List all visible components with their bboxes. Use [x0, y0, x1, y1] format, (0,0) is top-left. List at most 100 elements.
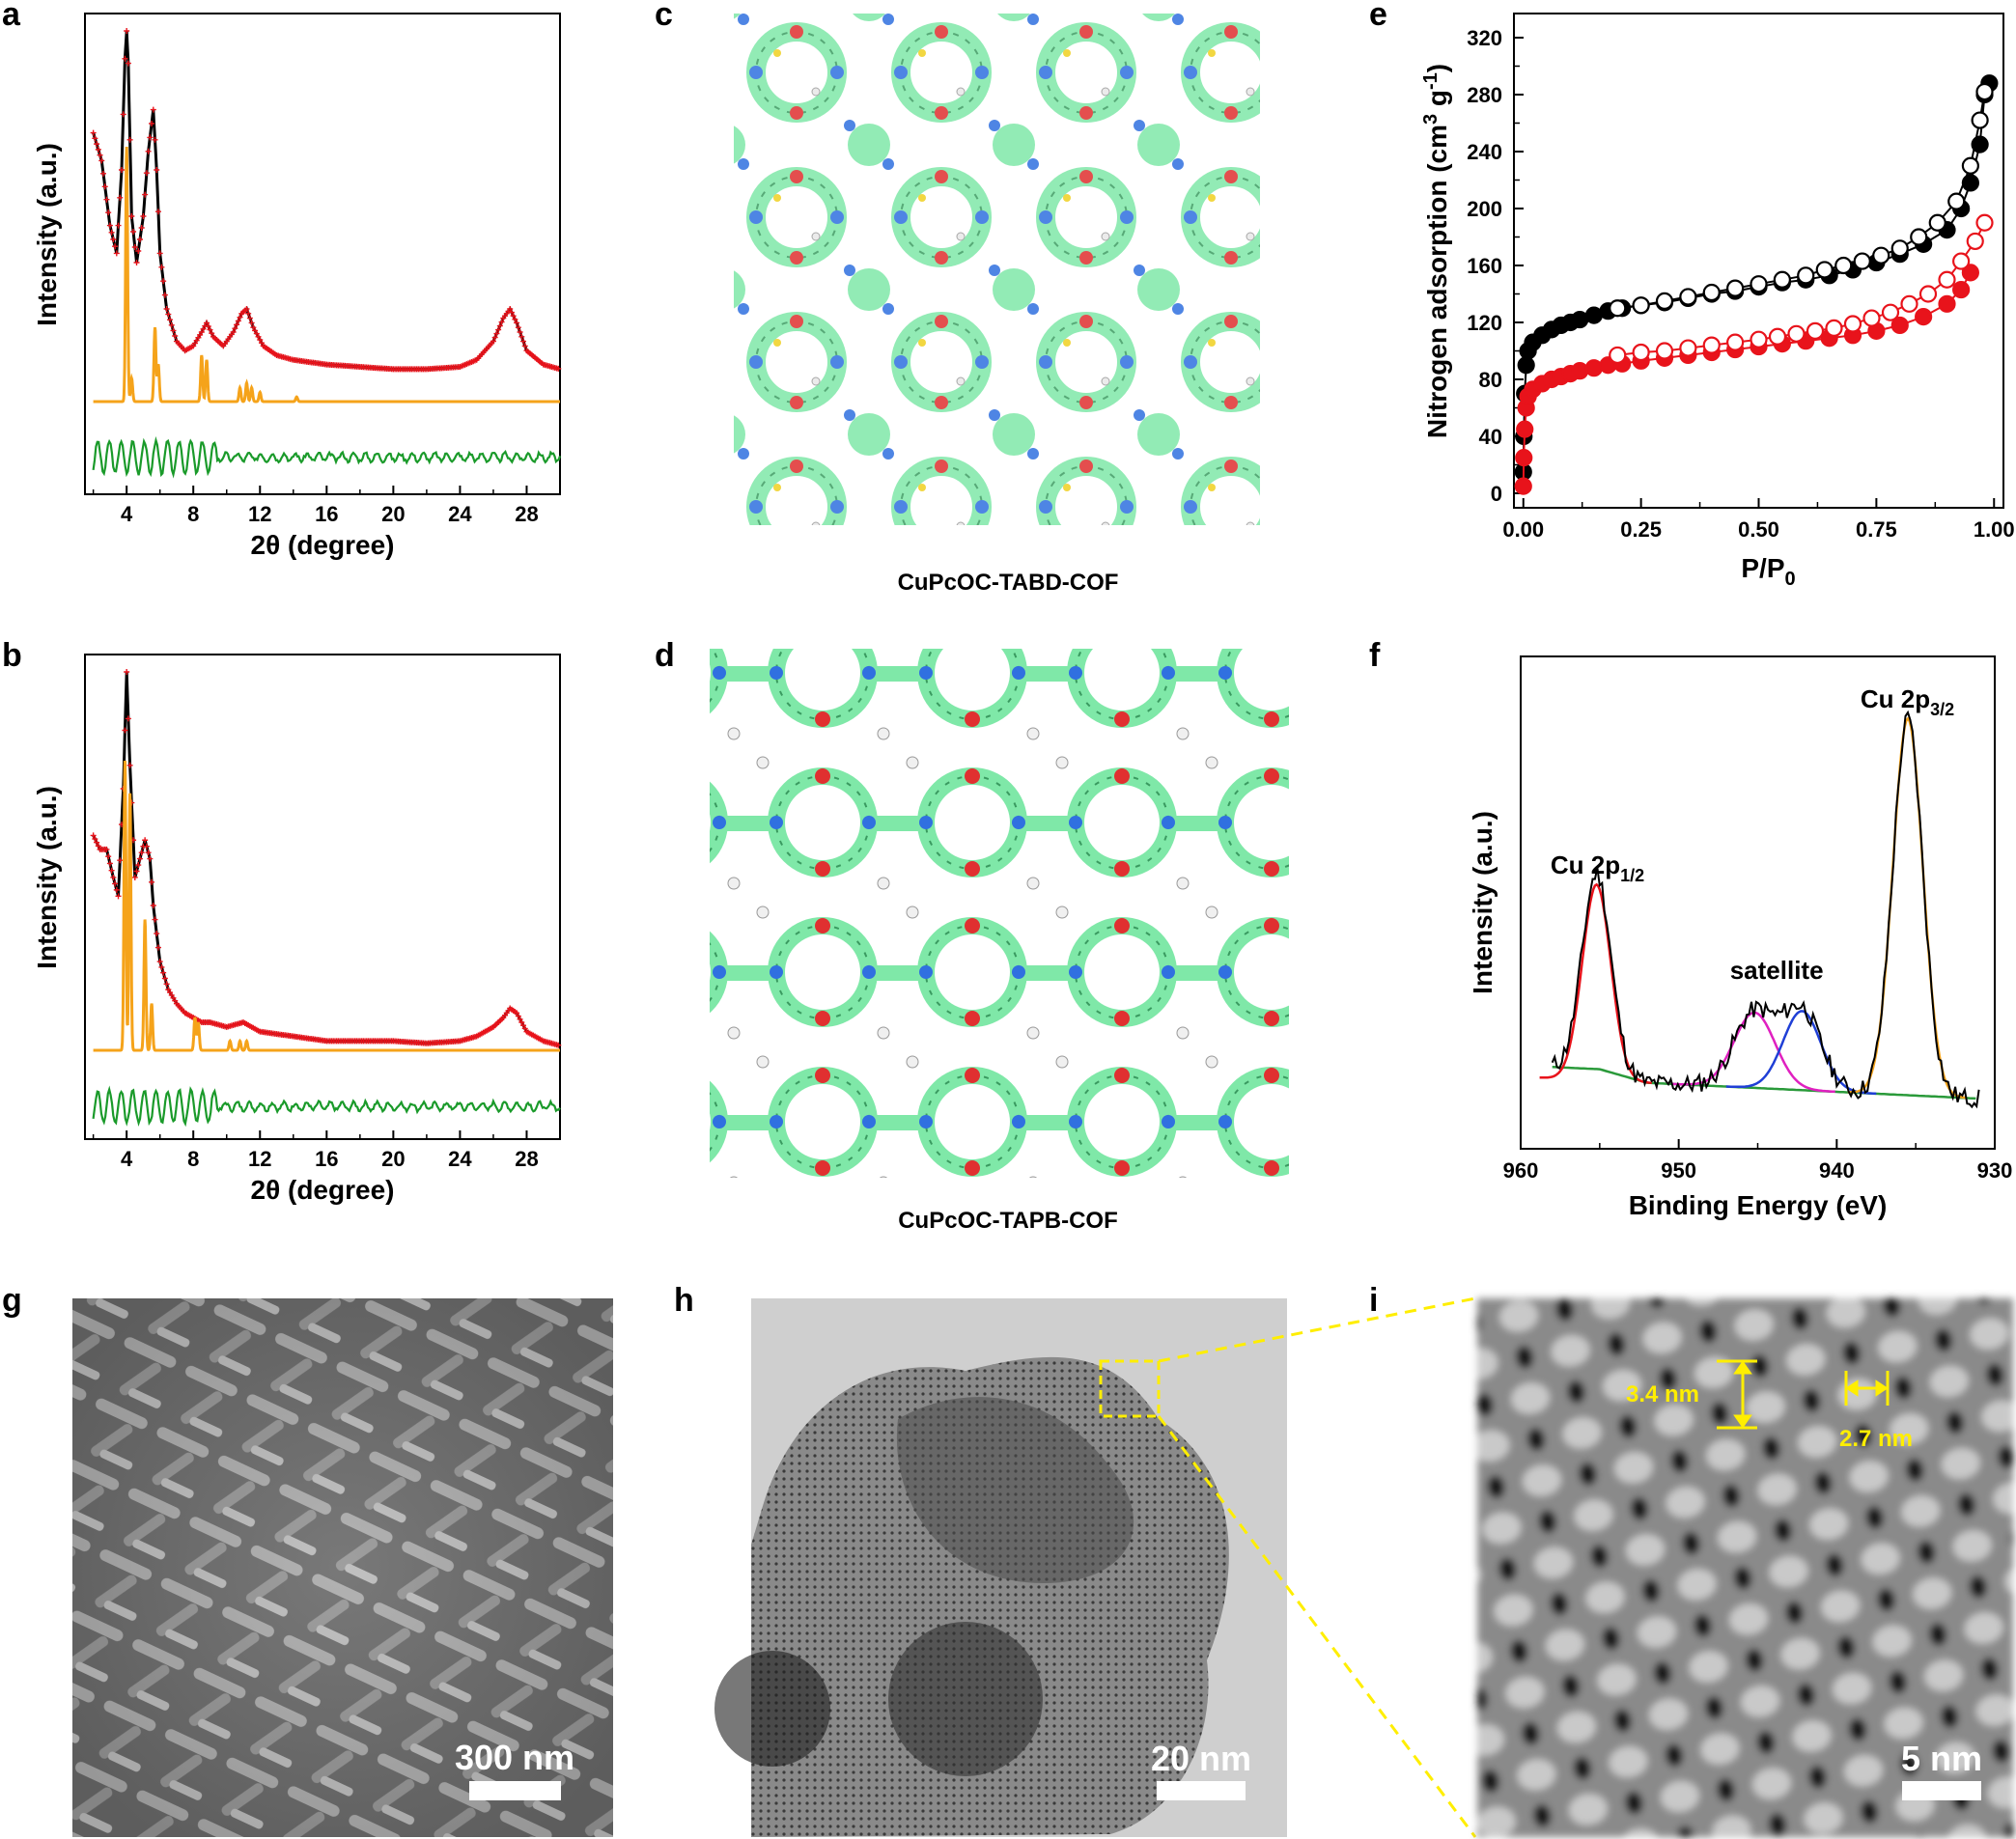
- experimental-marker-a: [518, 333, 525, 340]
- x-axis-title-e: P/P0: [1741, 553, 1795, 590]
- experimental-marker-a: [495, 326, 502, 333]
- experimental-marker-b: [92, 836, 98, 843]
- sem-image-g: 300 nm: [72, 1298, 613, 1837]
- scale-bar-i: [1902, 1781, 1981, 1800]
- y-axis-title-mid-e: g: [1422, 90, 1452, 114]
- experimental-marker-b: [161, 975, 168, 982]
- experimental-marker-b: [160, 969, 167, 976]
- experimental-marker-a: [245, 310, 252, 317]
- y-tick-label-e: 0: [1491, 482, 1502, 506]
- experimental-marker-a: [156, 250, 163, 257]
- x-tick-label-e: 0.25: [1620, 517, 1662, 542]
- y-axis-title-sup2-e: -1: [1420, 72, 1442, 90]
- experimental-marker-a: [165, 311, 172, 318]
- isotherm-point-3: [1806, 321, 1825, 340]
- experimental-marker-a: [514, 320, 520, 326]
- x-tick-label-a: 4: [121, 502, 133, 526]
- experimental-marker-a: [152, 136, 158, 143]
- experimental-marker-a: [120, 111, 126, 118]
- structure-d: [710, 649, 1289, 1178]
- experimental-marker-b: [517, 1016, 523, 1022]
- panel-e-chart: 0 40 80 120 160 200 240 280 320 0.00 0.25 0.50 0.75 1…: [1420, 13, 2015, 590]
- isotherm-point-1: [1971, 111, 1989, 129]
- isotherm-point-2: [1938, 294, 1956, 313]
- x-tick-label-b: 16: [315, 1147, 338, 1171]
- x-tick-label-e: 0.75: [1856, 517, 1897, 542]
- experimental-marker-a: [154, 167, 160, 173]
- isotherm-point-2: [1952, 280, 1971, 299]
- y-tick-label-e: 320: [1467, 26, 1502, 50]
- panel-a-chart: 4 8 12 16 20 24 28 2θ (degree) Intensity (a.u.): [32, 13, 562, 560]
- y-axis-title-b: Intensity (a.u.): [32, 786, 62, 969]
- structure-d-caption: CuPcOC-TAPB-COF: [898, 1208, 1118, 1234]
- experimental-marker-a: [106, 222, 113, 229]
- experimental-marker-b: [147, 855, 154, 862]
- isotherm-point-3: [1900, 294, 1918, 313]
- x-tick-label-a: 24: [448, 502, 472, 526]
- hrtem-image-i: 3.4 nm 2.7 nm 5 nm: [1477, 1298, 2013, 1837]
- isotherm-point-3: [1975, 213, 1994, 232]
- panel-label-g: g: [2, 1282, 22, 1319]
- isotherm-point-1: [1834, 256, 1853, 275]
- x-axis-title-b: 2θ (degree): [251, 1175, 395, 1205]
- isotherm-point-1: [1853, 252, 1871, 270]
- experimental-marker-a: [117, 194, 124, 201]
- y-tick-label-e: 160: [1467, 254, 1502, 278]
- xps-component-0: [1539, 882, 1652, 1085]
- measure-label-2.7: 2.7 nm: [1839, 1426, 1913, 1452]
- measure-vertical: [1717, 1359, 1757, 1430]
- isotherm-point-1: [1890, 239, 1909, 258]
- experimental-marker-a: [154, 209, 161, 215]
- experimental-marker-a: [142, 191, 149, 198]
- isotherm-point-3: [1966, 232, 1984, 251]
- isotherm-point-2: [1515, 449, 1533, 467]
- x-tick-label-b: 24: [448, 1147, 472, 1171]
- experimental-marker-a: [105, 209, 112, 216]
- experimental-marker-a: [99, 170, 106, 177]
- experimental-marker-b: [108, 867, 115, 874]
- isotherm-point-1: [1773, 270, 1791, 289]
- experimental-marker-a: [103, 196, 110, 203]
- experimental-marker-b: [113, 886, 120, 893]
- y-axis-title-end-e: ): [1422, 64, 1452, 72]
- isotherm-point-3: [1918, 285, 1938, 303]
- experimental-marker-b: [145, 850, 152, 856]
- scale-bar-g-label: 300 nm: [455, 1738, 574, 1777]
- isotherm-point-3: [1609, 346, 1627, 365]
- isotherm-point-3: [1938, 270, 1956, 289]
- experimental-marker-a: [496, 322, 503, 329]
- experimental-marker-a: [128, 213, 135, 219]
- y-tick-label-e: 80: [1479, 368, 1502, 392]
- experimental-marker-a: [131, 244, 138, 250]
- experimental-marker-a: [98, 157, 105, 164]
- xps-background: [1552, 1066, 1976, 1101]
- isotherm-point-3: [1750, 330, 1768, 348]
- isotherm-point-1: [1632, 296, 1650, 315]
- xps-raw-spectrum: [1551, 710, 1980, 1109]
- experimental-marker-b: [514, 1010, 520, 1017]
- x-axis-title-f: Binding Energy (eV): [1629, 1190, 1888, 1220]
- tem-image-h: 20 nm: [714, 1298, 1287, 1837]
- xps-component-3: [1847, 716, 1967, 1100]
- experimental-marker-a: [253, 330, 260, 337]
- x-axis-title-a: 2θ (degree): [251, 530, 395, 560]
- experimental-marker-b: [125, 715, 131, 722]
- experimental-marker-a: [158, 264, 165, 270]
- experimental-marker-a: [515, 324, 521, 331]
- x-tick-label-e: 0.50: [1738, 517, 1779, 542]
- isotherm-point-3: [1702, 336, 1721, 354]
- experimental-marker-b: [143, 843, 150, 850]
- panel-label-a: a: [2, 0, 21, 33]
- experimental-marker-a: [517, 329, 523, 335]
- simulated-pattern-b: [93, 760, 560, 1052]
- experimental-marker-a: [490, 338, 496, 345]
- experimental-marker-a: [167, 317, 174, 323]
- panel-label-b: b: [2, 637, 22, 674]
- experimental-marker-b: [90, 832, 97, 839]
- experimental-marker-a: [136, 237, 143, 242]
- zoom-box-h: [1099, 1359, 1161, 1418]
- isotherm-point-2: [1571, 362, 1589, 380]
- experimental-marker-b: [149, 878, 155, 885]
- zoom-connector-bottom: [1157, 1415, 1477, 1838]
- experimental-marker-a: [209, 330, 215, 337]
